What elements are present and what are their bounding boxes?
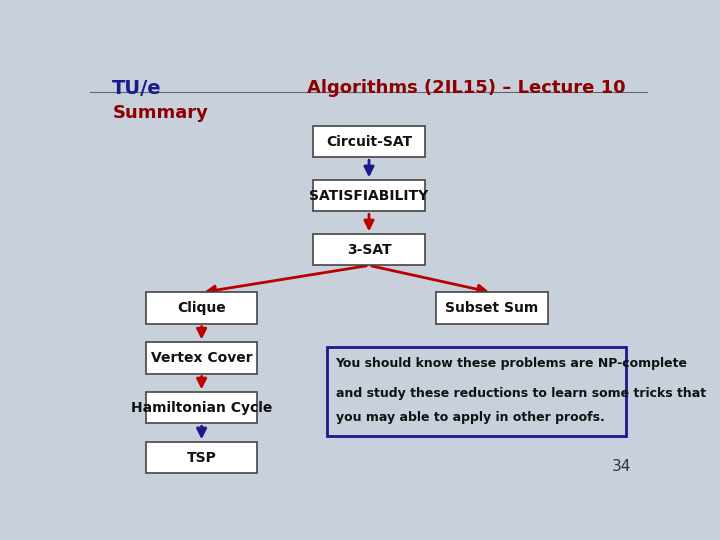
FancyBboxPatch shape [313,126,425,157]
Text: you may able to apply in other proofs.: you may able to apply in other proofs. [336,411,604,424]
FancyBboxPatch shape [145,442,258,474]
Text: Vertex Cover: Vertex Cover [150,351,253,365]
FancyBboxPatch shape [327,347,626,436]
FancyBboxPatch shape [145,293,258,323]
FancyBboxPatch shape [313,234,425,266]
Text: Clique: Clique [177,301,226,315]
Text: Subset Sum: Subset Sum [445,301,539,315]
FancyBboxPatch shape [313,180,425,211]
FancyBboxPatch shape [145,342,258,374]
Text: SATISFIABILITY: SATISFIABILITY [310,189,428,203]
Text: Circuit-SAT: Circuit-SAT [326,134,412,149]
Text: You should know these problems are NP-complete: You should know these problems are NP-co… [336,357,688,370]
Text: TU/e: TU/e [112,79,162,98]
Text: Algorithms (2IL15) – Lecture 10: Algorithms (2IL15) – Lecture 10 [307,79,626,97]
Text: Summary: Summary [112,104,208,122]
Text: Hamiltonian Cycle: Hamiltonian Cycle [131,401,272,415]
FancyBboxPatch shape [436,293,548,323]
Text: and study these reductions to learn some tricks that: and study these reductions to learn some… [336,387,706,400]
Text: 34: 34 [612,460,631,474]
FancyBboxPatch shape [145,392,258,423]
Text: TSP: TSP [186,451,217,465]
Text: 3-SAT: 3-SAT [347,243,391,257]
